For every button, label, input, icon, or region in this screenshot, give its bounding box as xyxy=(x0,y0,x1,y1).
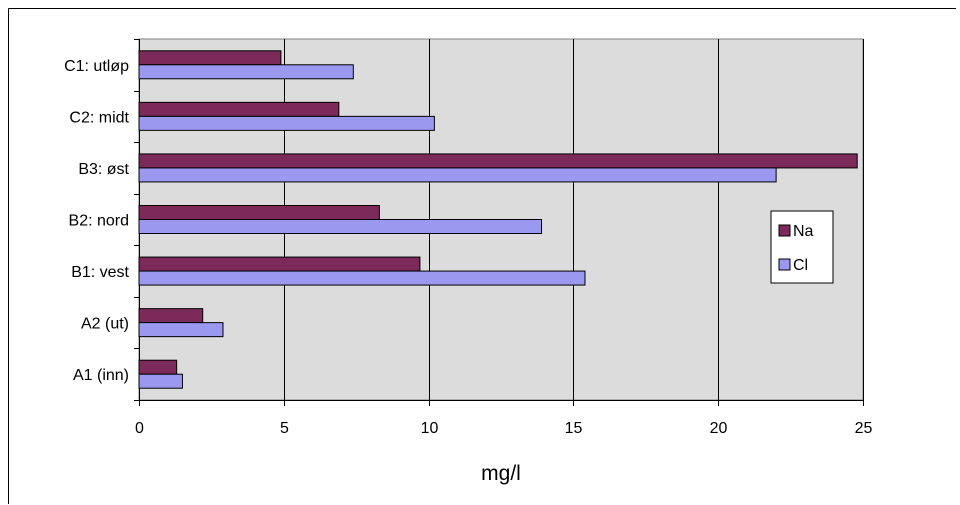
legend-label-na: Na xyxy=(793,223,814,240)
y-tick-label: B3: øst xyxy=(78,161,129,178)
bar-cl xyxy=(138,167,777,183)
x-axis-title: mg/l xyxy=(481,462,521,485)
bar-cl xyxy=(138,322,224,338)
legend-swatch-na xyxy=(778,224,791,237)
bar-cl xyxy=(138,270,586,286)
legend-box xyxy=(770,210,834,284)
y-tick-label: C1: utløp xyxy=(64,58,129,75)
y-tick-label: B2: nord xyxy=(69,213,129,230)
x-tick-label: 25 xyxy=(855,420,873,437)
y-tick-label: A2 (ut) xyxy=(81,316,129,333)
bar-na xyxy=(138,50,282,66)
bar-cl xyxy=(138,115,435,131)
legend-swatch-cl xyxy=(778,258,791,271)
bar-na xyxy=(138,205,380,220)
y-tick-label: C2: midt xyxy=(69,109,129,126)
bar-cl xyxy=(138,219,543,234)
y-tick-label: A1 (inn) xyxy=(73,367,129,384)
x-tick-label: 5 xyxy=(280,420,289,437)
legend-label-cl: Cl xyxy=(793,257,808,274)
y-tick-label: B1: vest xyxy=(71,264,129,281)
x-tick-label: 10 xyxy=(421,420,439,437)
bar-na xyxy=(138,308,204,324)
bar-chart: 0 5 10 15 20 25 C1: utløp C2: midt B3: øst B2: no… xyxy=(8,8,956,504)
bar-na xyxy=(138,256,421,272)
bar-cl xyxy=(138,373,183,389)
chart-frame: 0 5 10 15 20 25 C1: utløp C2: midt B3: øst B2: no… xyxy=(8,8,956,504)
bar-na xyxy=(138,359,178,375)
x-tick-label: 0 xyxy=(135,420,144,437)
x-tick-label: 20 xyxy=(710,420,728,437)
bar-cl xyxy=(138,64,354,80)
x-tick-label: 15 xyxy=(565,420,583,437)
bar-na xyxy=(138,153,858,169)
bar-na xyxy=(138,101,340,117)
